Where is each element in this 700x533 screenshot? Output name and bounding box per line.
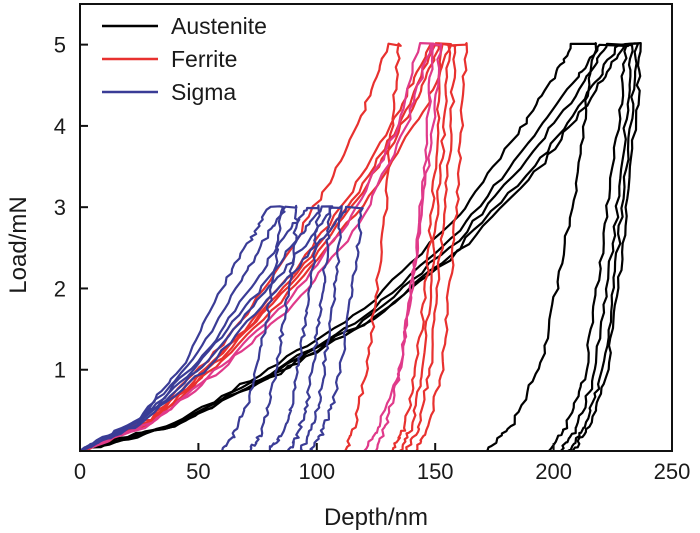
sigma-curve-15 xyxy=(79,204,321,453)
plot-frame xyxy=(79,3,673,452)
ferrite-curve-9 xyxy=(79,42,469,452)
legend-label-sigma: Sigma xyxy=(171,79,236,105)
legend-label-austenite: Austenite xyxy=(171,13,267,39)
x-tick-label: 0 xyxy=(74,459,86,484)
x-tick-label: 200 xyxy=(535,459,572,484)
austenite-curve-3 xyxy=(79,42,634,453)
ticks-layer: 0 50 100 150 200 250 1 2 3 4 5 xyxy=(54,33,691,484)
austenite-curve-4 xyxy=(79,42,640,453)
sigma-curve-14 xyxy=(79,204,299,452)
curves-layer xyxy=(79,42,642,453)
x-tick-label: 150 xyxy=(417,459,454,484)
y-tick-label: 4 xyxy=(54,114,66,139)
ferrite-curve-8 xyxy=(79,42,457,453)
austenite-curve-5 xyxy=(79,42,642,453)
legend-label-ferrite: Ferrite xyxy=(171,46,237,72)
x-axis-label: Depth/nm xyxy=(324,504,428,531)
y-tick-label: 3 xyxy=(54,195,66,220)
sigma-curve-17 xyxy=(79,205,343,452)
y-tick-label: 1 xyxy=(54,358,66,383)
austenite-curve-1 xyxy=(79,42,598,453)
ferrite-curve-12 xyxy=(79,42,443,453)
x-tick-label: 100 xyxy=(298,459,335,484)
sigma-curve-16 xyxy=(79,205,334,452)
sigma-curve-13 xyxy=(79,205,285,453)
ferrite-curve-7 xyxy=(79,43,444,452)
legend: Austenite Ferrite Sigma xyxy=(102,13,267,105)
y-axis-label: Load/mN xyxy=(5,196,32,293)
x-tick-label: 50 xyxy=(186,459,210,484)
y-tick-label: 5 xyxy=(54,33,66,58)
ferrite-curve-6 xyxy=(79,42,402,453)
ferrite-curve-10 xyxy=(79,42,452,452)
y-tick-label: 2 xyxy=(54,276,66,301)
x-tick-label: 250 xyxy=(654,459,691,484)
sigma-curve-18 xyxy=(79,205,364,452)
